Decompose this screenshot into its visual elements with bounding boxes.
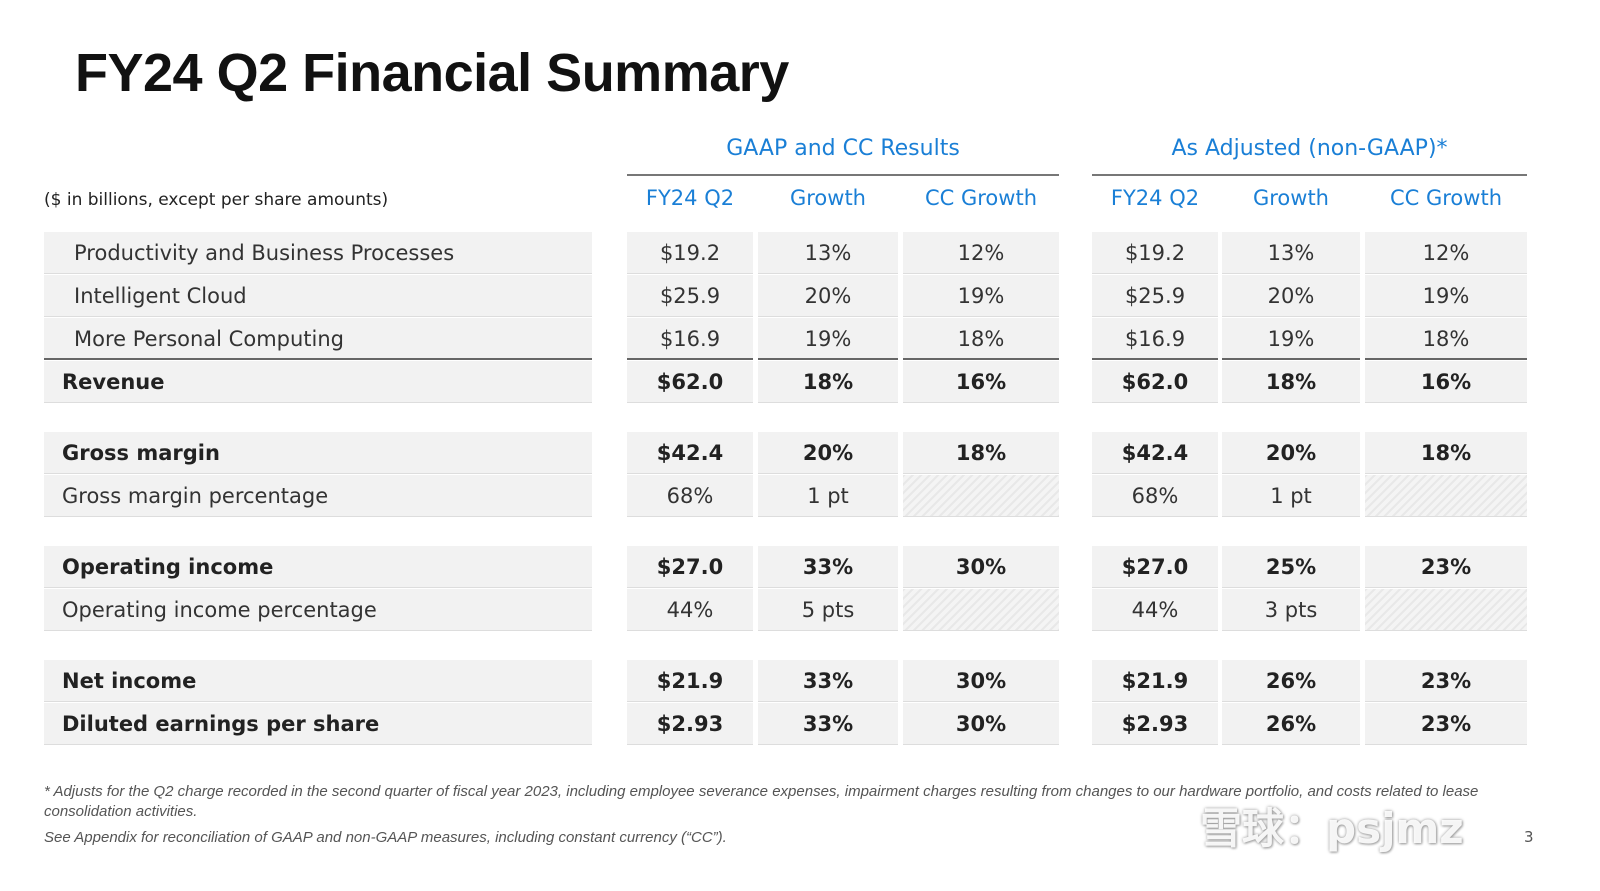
value-cell: 23% [1365, 703, 1527, 745]
value-cell: 18% [758, 361, 898, 403]
value-cell: 20% [1222, 432, 1360, 474]
value-cell: 68% [627, 475, 753, 517]
row-label: Net income [44, 660, 592, 702]
value-cell: $2.93 [627, 703, 753, 745]
empty-cell [1365, 589, 1527, 631]
value-cell: 13% [758, 232, 898, 274]
value-cell: 12% [903, 232, 1059, 274]
page-title: FY24 Q2 Financial Summary [75, 43, 789, 103]
page-number: 3 [1524, 828, 1534, 846]
column-header: CC Growth [924, 186, 1037, 210]
value-cell: 20% [1222, 275, 1360, 317]
value-cell: 3 pts [1222, 589, 1360, 631]
value-cell: 18% [1365, 432, 1527, 474]
value-cell: 68% [1092, 475, 1218, 517]
row-label: Gross margin percentage [44, 475, 592, 517]
value-cell: 18% [903, 432, 1059, 474]
value-cell: 44% [627, 589, 753, 631]
column-header: FY24 Q2 [645, 186, 735, 210]
value-cell: 19% [1365, 275, 1527, 317]
column-header: CC Growth [1389, 186, 1502, 210]
value-cell: 19% [903, 275, 1059, 317]
row-label: Operating income percentage [44, 589, 592, 631]
row-label: Gross margin [44, 432, 592, 474]
value-cell: $27.0 [627, 546, 753, 588]
column-header: Growth [1252, 186, 1329, 210]
column-header: Growth [789, 186, 866, 210]
footnote-adjustments: * Adjusts for the Q2 charge recorded in … [44, 783, 1479, 820]
value-cell: 30% [903, 546, 1059, 588]
value-cell: $27.0 [1092, 546, 1218, 588]
value-cell: 26% [1222, 703, 1360, 745]
watermark: 雪球：psjmz [1200, 804, 1464, 853]
value-cell: $42.4 [1092, 432, 1218, 474]
value-cell: 23% [1365, 660, 1527, 702]
value-cell: 30% [903, 660, 1059, 702]
value-cell: $25.9 [1092, 275, 1218, 317]
value-cell: 23% [1365, 546, 1527, 588]
value-cell: $21.9 [1092, 660, 1218, 702]
value-cell: 25% [1222, 546, 1360, 588]
row-label: Productivity and Business Processes [44, 232, 592, 274]
value-cell: 44% [1092, 589, 1218, 631]
value-cell: 16% [903, 361, 1059, 403]
row-label: Intelligent Cloud [44, 275, 592, 317]
value-cell: $2.93 [1092, 703, 1218, 745]
value-cell: $19.2 [627, 232, 753, 274]
value-cell: 33% [758, 546, 898, 588]
row-label: Operating income [44, 546, 592, 588]
value-cell: 19% [1222, 318, 1360, 360]
value-cell: 18% [1365, 318, 1527, 360]
value-cell: $62.0 [1092, 361, 1218, 403]
value-cell: $16.9 [1092, 318, 1218, 360]
value-cell: 33% [758, 703, 898, 745]
row-label: More Personal Computing [44, 318, 592, 360]
value-cell: 5 pts [758, 589, 898, 631]
value-cell: 30% [903, 703, 1059, 745]
column-header: FY24 Q2 [1110, 186, 1200, 210]
value-cell: $25.9 [627, 275, 753, 317]
value-cell: 20% [758, 275, 898, 317]
empty-cell [1365, 475, 1527, 517]
empty-cell [903, 475, 1059, 517]
value-cell: 33% [758, 660, 898, 702]
value-cell: 12% [1365, 232, 1527, 274]
value-cell: 19% [758, 318, 898, 360]
units-note: ($ in billions, except per share amounts… [44, 190, 389, 210]
group-header-gaap: GAAP and CC Results [627, 134, 1059, 176]
value-cell: 16% [1365, 361, 1527, 403]
value-cell: 26% [1222, 660, 1360, 702]
value-cell: $62.0 [627, 361, 753, 403]
value-cell: 18% [1222, 361, 1360, 403]
value-cell: $19.2 [1092, 232, 1218, 274]
value-cell: 1 pt [758, 475, 898, 517]
group-header-adjusted: As Adjusted (non-GAAP)* [1092, 134, 1527, 176]
value-cell: 13% [1222, 232, 1360, 274]
value-cell: 18% [903, 318, 1059, 360]
value-cell: $21.9 [627, 660, 753, 702]
empty-cell [903, 589, 1059, 631]
value-cell: 20% [758, 432, 898, 474]
value-cell: 1 pt [1222, 475, 1360, 517]
value-cell: $42.4 [627, 432, 753, 474]
footnote-appendix: See Appendix for reconciliation of GAAP … [44, 829, 727, 846]
row-label: Revenue [44, 361, 592, 403]
value-cell: $16.9 [627, 318, 753, 360]
row-label: Diluted earnings per share [44, 703, 592, 745]
